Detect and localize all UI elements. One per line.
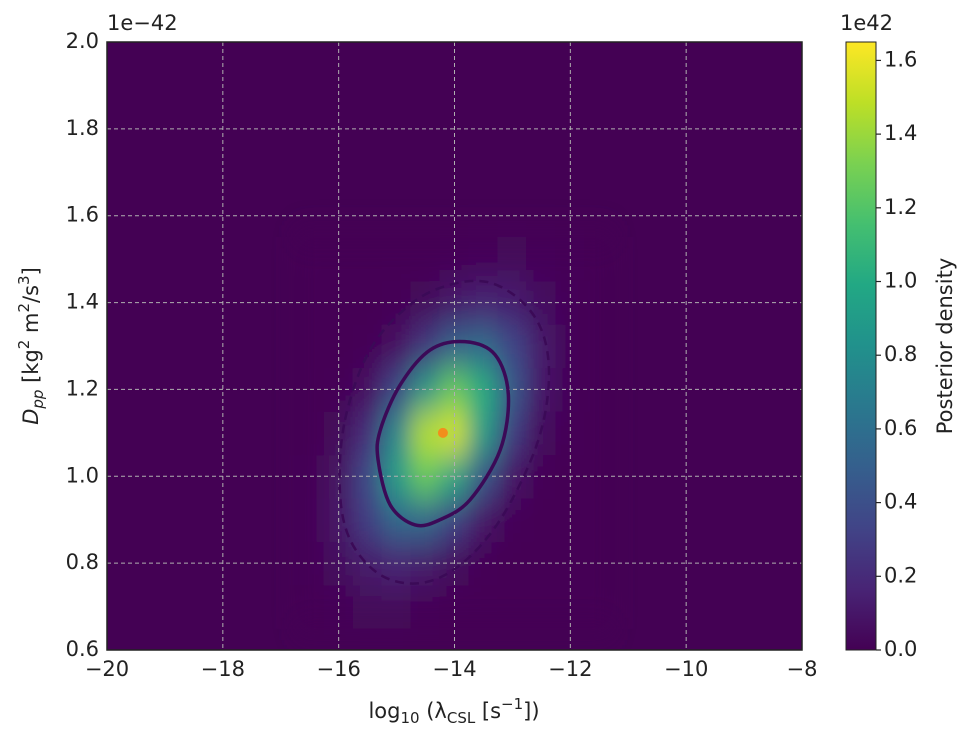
density-cell bbox=[584, 323, 615, 369]
density-cell bbox=[526, 323, 557, 369]
x-label-part: ]) bbox=[523, 699, 539, 723]
colorbar-tick-label: 0.6 bbox=[884, 416, 917, 440]
density-cell bbox=[381, 410, 412, 456]
x-tick-label: −8 bbox=[787, 657, 818, 681]
y-offset-label: 1e−42 bbox=[107, 11, 178, 35]
density-cell bbox=[381, 323, 412, 369]
y-label-part: 2 bbox=[15, 303, 33, 313]
density-cell bbox=[410, 410, 441, 456]
contour-line bbox=[338, 279, 551, 585]
density-cell bbox=[468, 410, 499, 456]
density-cell bbox=[352, 236, 383, 282]
x-label-part: −1 bbox=[501, 695, 523, 713]
y-tick-label: 1.4 bbox=[66, 290, 99, 314]
density-cell bbox=[381, 236, 412, 282]
y-label-part: [kg bbox=[19, 349, 43, 389]
x-label-part: [s bbox=[475, 699, 501, 723]
y-tick-label: 1.2 bbox=[66, 376, 99, 400]
density-cell bbox=[497, 584, 528, 629]
colorbar-tick-label: 0.8 bbox=[884, 342, 917, 366]
y-tick-label: 0.8 bbox=[66, 550, 99, 574]
y-label-part: D bbox=[19, 409, 43, 425]
density-cell bbox=[294, 410, 325, 456]
x-tick-label: −12 bbox=[548, 657, 592, 681]
density-cell bbox=[497, 236, 528, 282]
density-cell bbox=[584, 410, 615, 456]
density-cell bbox=[584, 236, 615, 282]
density-cell bbox=[526, 497, 557, 542]
contour-lines bbox=[338, 279, 551, 585]
x-label-part: log bbox=[368, 699, 400, 723]
colorbar-tick-label: 0.4 bbox=[884, 490, 917, 514]
colorbar-label: Posterior density bbox=[933, 258, 957, 434]
density-cell bbox=[352, 323, 383, 369]
x-label-part: CSL bbox=[447, 709, 476, 727]
density-cell bbox=[468, 584, 499, 629]
density-cell bbox=[294, 236, 325, 282]
colorbar-tick-label: 0.2 bbox=[884, 563, 917, 587]
x-tick-label: −14 bbox=[432, 657, 476, 681]
plot-frame bbox=[106, 41, 803, 651]
density-cell bbox=[497, 323, 528, 369]
density-cell bbox=[294, 497, 325, 542]
y-tick-label: 1.8 bbox=[66, 116, 99, 140]
contour-line bbox=[375, 339, 511, 528]
density-cell bbox=[410, 497, 441, 542]
x-label-part: (λ bbox=[420, 699, 447, 723]
y-tick-label: 0.6 bbox=[66, 637, 99, 661]
density-cell bbox=[555, 410, 586, 456]
peak-marker bbox=[437, 427, 448, 438]
x-tick-label: −18 bbox=[201, 657, 245, 681]
density-cell bbox=[468, 497, 499, 542]
density-cell bbox=[410, 584, 441, 629]
y-label-part: 2 bbox=[15, 340, 33, 350]
y-tick-label: 1.0 bbox=[66, 463, 99, 487]
y-label-part: /s bbox=[19, 285, 43, 303]
colorbar-tick-label: 1.0 bbox=[884, 269, 917, 293]
y-tick-label: 1.6 bbox=[66, 203, 99, 227]
y-label-part: ] bbox=[19, 267, 43, 275]
density-cell bbox=[497, 497, 528, 542]
density-cell bbox=[410, 236, 441, 282]
x-axis-label: log10 (λCSL [s−1]) bbox=[368, 695, 539, 727]
density-cell bbox=[381, 584, 412, 629]
density-cell bbox=[352, 497, 383, 542]
y-axis-label: Dpp [kg2 m2/s3] bbox=[15, 267, 47, 425]
colorbar bbox=[845, 41, 877, 651]
colorbar-tick-label: 1.6 bbox=[884, 47, 917, 71]
density-cell bbox=[294, 323, 325, 369]
x-label-part: 10 bbox=[400, 709, 419, 727]
y-label-part: m bbox=[19, 313, 43, 340]
y-tick-label: 2.0 bbox=[66, 29, 99, 53]
density-cell bbox=[584, 584, 615, 629]
density-cell bbox=[526, 236, 557, 282]
x-tick-label: −16 bbox=[317, 657, 361, 681]
density-cell bbox=[294, 584, 325, 629]
density-cell bbox=[468, 236, 499, 282]
density-cell bbox=[352, 584, 383, 629]
x-tick-label: −20 bbox=[85, 657, 129, 681]
x-tick-label: −10 bbox=[664, 657, 708, 681]
colorbar-tick-label: 1.2 bbox=[884, 195, 917, 219]
y-label-part: pp bbox=[29, 390, 47, 410]
density-cell bbox=[323, 410, 354, 456]
colorbar-offset-label: 1e42 bbox=[840, 11, 893, 35]
y-label-part: 3 bbox=[15, 275, 33, 285]
colorbar-tick-label: 1.4 bbox=[884, 121, 917, 145]
density-field bbox=[294, 236, 615, 629]
density-cell bbox=[526, 584, 557, 629]
colorbar-tick-label: 0.0 bbox=[884, 637, 917, 661]
density-cell bbox=[584, 497, 615, 542]
